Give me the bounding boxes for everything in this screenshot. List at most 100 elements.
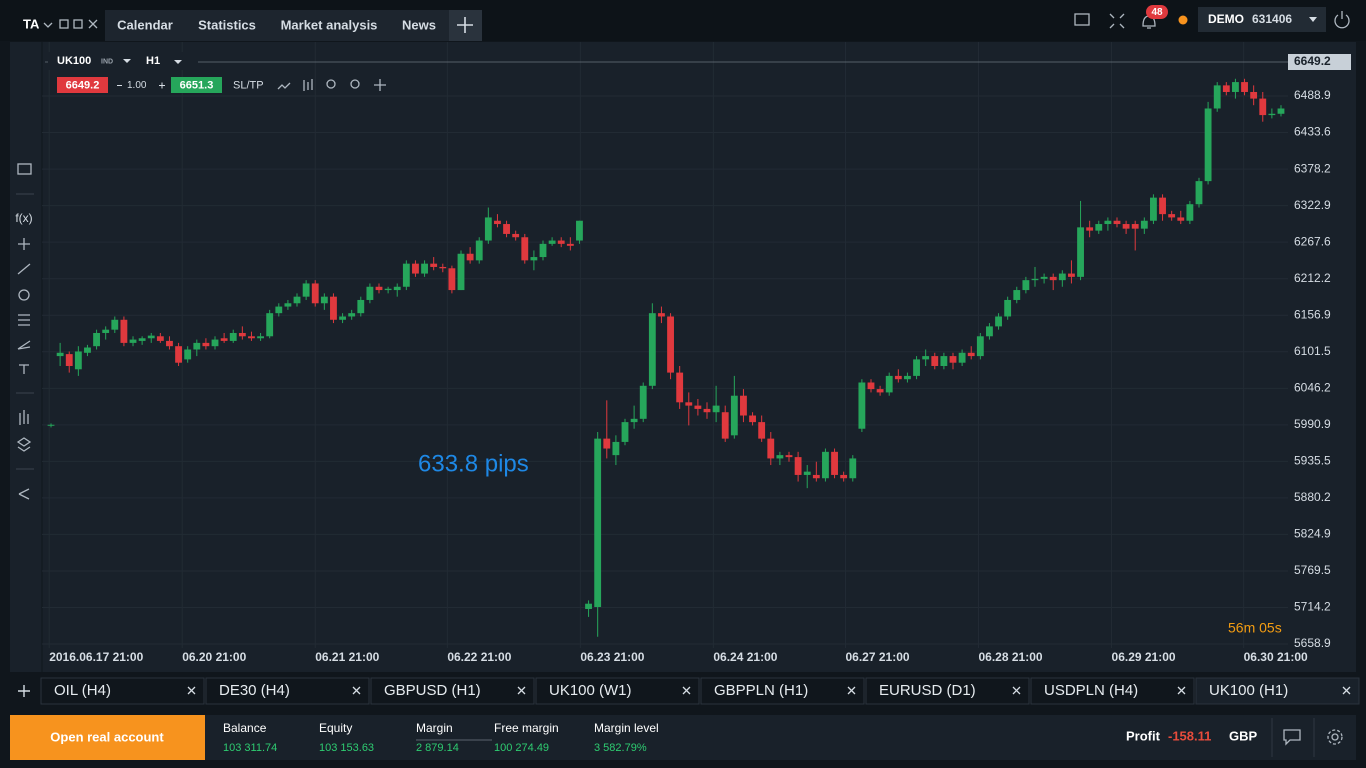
volume-plus[interactable] (159, 82, 165, 89)
tab-close[interactable] (847, 686, 856, 695)
timeframe[interactable]: H1 (146, 55, 160, 67)
candle-body (566, 243, 574, 246)
instrument-tab[interactable] (865, 677, 1030, 705)
layers-tool[interactable] (16, 437, 32, 452)
menu-tab[interactable]: Market analysis (281, 17, 378, 32)
instrument-tab[interactable] (205, 677, 370, 705)
instrument-tab[interactable] (1195, 677, 1360, 705)
crosshair-tool[interactable] (18, 238, 30, 250)
tab-close[interactable] (352, 686, 361, 695)
menu-tab[interactable]: Statistics (198, 17, 256, 32)
account-box[interactable] (1198, 7, 1326, 32)
candle-body (1186, 204, 1194, 221)
tab-close[interactable] (517, 686, 526, 695)
candle-body (1168, 214, 1176, 218)
power-icon[interactable] (1334, 11, 1350, 29)
open-account-button[interactable] (10, 715, 205, 760)
candle-body (840, 474, 848, 479)
candle-body (339, 316, 346, 320)
indicator-tool[interactable] (19, 410, 29, 425)
candle-body (47, 424, 55, 426)
maximize-icon[interactable] (73, 19, 83, 29)
stat-value: 100 274.49 (494, 742, 549, 754)
instrument-tab[interactable] (370, 677, 535, 705)
symbol[interactable]: UK100 (57, 55, 91, 67)
volume[interactable]: 1.00 (127, 80, 147, 91)
ta-caret[interactable] (43, 22, 53, 28)
text-tool[interactable] (19, 364, 29, 374)
stat-value: 2 879.14 (416, 742, 459, 754)
symbol-class: IND (101, 58, 113, 65)
line-chart-icon[interactable] (277, 82, 291, 90)
candle-icon[interactable] (303, 79, 313, 91)
move-icon[interactable] (374, 79, 386, 91)
instrument-tab-label: UK100 (H1) (1209, 682, 1288, 699)
fx-tool[interactable]: f(x) (15, 211, 32, 225)
tab-close[interactable] (1177, 686, 1186, 695)
menu-tab[interactable]: Calendar (117, 17, 173, 32)
x-tick-label: 06.20 21:00 (182, 650, 246, 664)
y-tick-label: 6267.6 (1294, 234, 1331, 248)
tab-close[interactable] (187, 686, 196, 695)
y-tick-label: 5769.5 (1294, 563, 1331, 577)
candle-body (74, 351, 82, 370)
candle-body (512, 233, 520, 238)
symbol-caret[interactable] (123, 59, 131, 63)
candle-body (138, 338, 146, 341)
candle-body (1277, 108, 1285, 114)
candle-body (685, 402, 693, 406)
candle-body (366, 286, 374, 300)
status-dot (1178, 15, 1188, 25)
candle-body (457, 253, 465, 291)
ta-menu[interactable]: TA (23, 16, 40, 31)
candle-body (1068, 273, 1075, 277)
x-tick-label: 06.24 21:00 (713, 650, 777, 664)
fib-tool[interactable] (18, 314, 30, 326)
menu-tab[interactable]: News (402, 17, 436, 32)
candle-body (421, 263, 428, 274)
instrument-tab[interactable] (1030, 677, 1195, 705)
instrument-tab[interactable] (700, 677, 865, 705)
line-tool[interactable] (17, 263, 31, 275)
circle-tool[interactable] (18, 289, 30, 301)
candle-body (1040, 276, 1048, 279)
buy-button[interactable] (171, 77, 222, 93)
tab-close[interactable] (1342, 686, 1351, 695)
candle-body (412, 263, 419, 274)
footer (10, 715, 1356, 760)
x-tick-label: 06.29 21:00 (1112, 650, 1176, 664)
y-tick-label: 6322.9 (1294, 198, 1331, 212)
candle-body (430, 263, 438, 267)
instrument-tab-label: UK100 (W1) (549, 682, 632, 699)
candle-body (1259, 98, 1267, 116)
sell-button[interactable] (57, 77, 108, 93)
candle-body (949, 356, 957, 363)
candle-body (904, 375, 911, 380)
settings-icon[interactable] (1327, 729, 1343, 745)
tool-icon[interactable] (17, 163, 32, 175)
candle-body (958, 352, 966, 363)
sl-tp-button[interactable]: SL/TP (233, 79, 264, 91)
candle-body (1177, 217, 1185, 221)
tab-close[interactable] (682, 686, 691, 695)
candle-body (603, 438, 611, 449)
chat-icon[interactable] (1283, 729, 1301, 746)
zoom-out-icon[interactable] (326, 79, 336, 89)
detach-icon[interactable] (59, 19, 69, 29)
candle-body (211, 339, 219, 347)
tab-close[interactable] (1012, 686, 1021, 695)
candle-body (1058, 273, 1066, 281)
fullscreen-icon[interactable] (1109, 13, 1125, 29)
instrument-tab[interactable] (535, 677, 700, 705)
candle-body (621, 422, 629, 442)
fan-tool[interactable] (17, 340, 31, 350)
timeframe-caret[interactable] (174, 60, 182, 64)
notification-badge (1146, 5, 1168, 19)
instrument-tab[interactable] (40, 677, 205, 705)
layout-icon[interactable] (1074, 13, 1090, 26)
close-icon[interactable] (88, 19, 98, 29)
add-instrument[interactable] (18, 685, 30, 697)
candle-body (402, 263, 410, 287)
share-tool[interactable] (18, 488, 30, 500)
zoom-in-icon[interactable] (350, 79, 360, 89)
